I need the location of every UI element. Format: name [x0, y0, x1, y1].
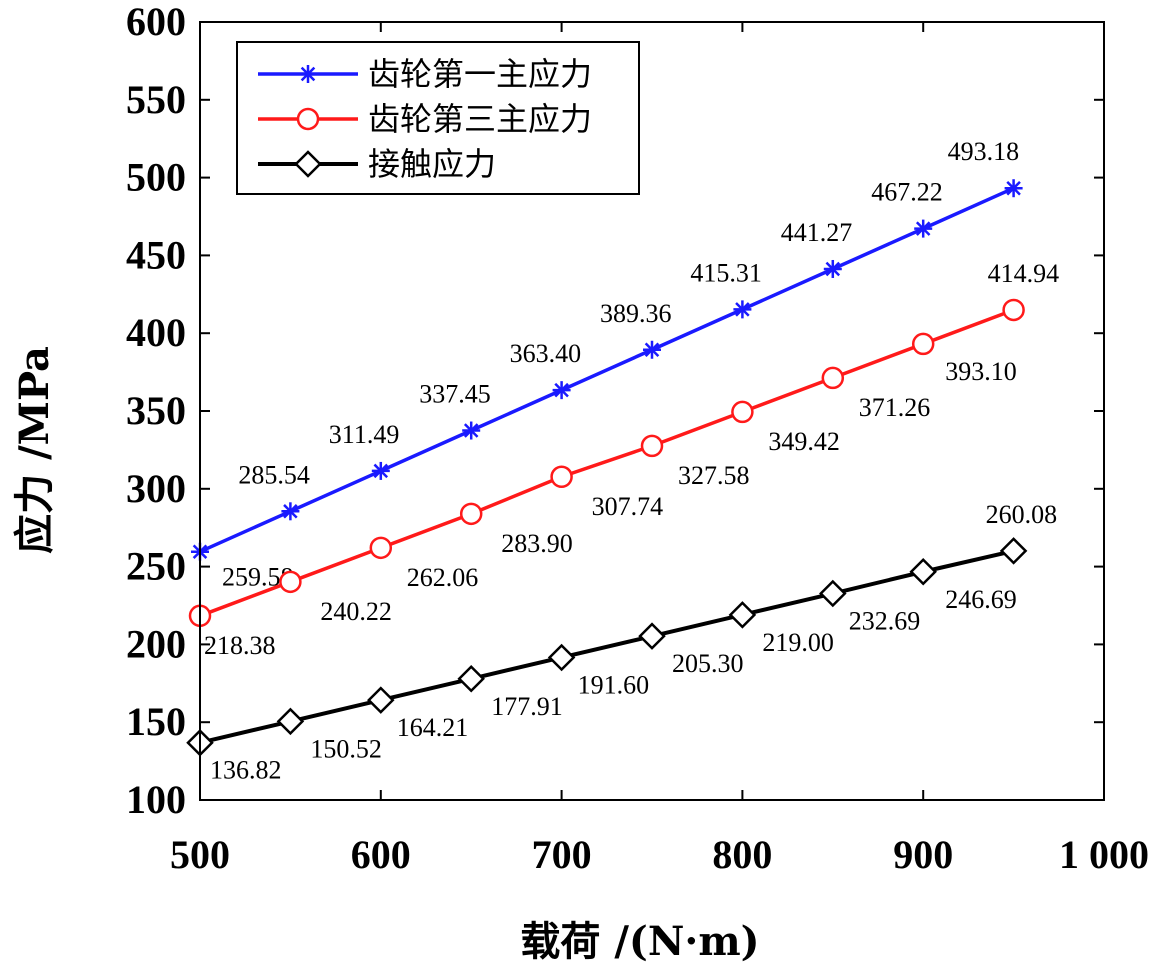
data-label: 493.18	[948, 137, 1020, 166]
y-axis-title: 应力 /MPa	[11, 346, 58, 554]
data-label: 260.08	[986, 500, 1058, 529]
y-tick-label: 500	[126, 155, 186, 200]
data-label: 337.45	[419, 380, 491, 409]
plot-layer: 259.58285.54311.49337.45363.40389.36415.…	[186, 137, 1060, 785]
x-axis-title: 载荷 /(N·m)	[520, 918, 759, 965]
y-tick-label: 550	[126, 77, 186, 122]
data-label: 441.27	[781, 218, 853, 247]
data-point	[728, 601, 757, 629]
legend-marker	[299, 65, 317, 83]
data-point	[909, 557, 937, 586]
data-label: 307.74	[592, 492, 664, 521]
data-point	[369, 536, 393, 560]
data-point	[638, 622, 666, 650]
data-point	[462, 421, 481, 440]
data-label: 311.49	[329, 420, 400, 449]
x-tick-label: 800	[712, 832, 772, 877]
data-label: 285.54	[238, 460, 310, 489]
data-point	[552, 381, 571, 400]
data-label: 415.31	[690, 258, 762, 287]
legend-label: 齿轮第一主应力	[368, 55, 592, 93]
data-point	[640, 434, 664, 458]
data-point	[819, 579, 847, 608]
legend-label: 接触应力	[368, 145, 496, 183]
x-tick-label: 500	[170, 832, 230, 877]
data-label: 240.22	[320, 597, 392, 626]
data-label: 414.94	[988, 259, 1060, 288]
data-point	[911, 332, 935, 356]
data-label: 363.40	[510, 339, 581, 368]
data-label: 232.69	[849, 607, 921, 636]
data-point	[459, 502, 483, 526]
data-label: 191.60	[578, 670, 650, 699]
data-point	[547, 643, 576, 672]
data-label: 218.38	[204, 631, 276, 660]
data-point	[457, 665, 485, 693]
data-point	[999, 537, 1028, 565]
data-point	[643, 340, 661, 359]
data-label: 262.06	[407, 563, 479, 592]
data-label: 389.36	[600, 299, 672, 328]
data-label: 283.90	[501, 529, 573, 558]
data-label: 205.30	[672, 649, 744, 678]
y-tick-label: 200	[126, 621, 186, 666]
data-point	[823, 259, 842, 278]
data-label: 349.42	[768, 427, 840, 456]
y-tick-label: 450	[126, 232, 186, 277]
x-tick-label: 900	[893, 832, 953, 877]
y-tick-label: 250	[126, 544, 186, 589]
data-point	[550, 465, 573, 489]
legend-label: 齿轮第三主应力	[368, 100, 592, 138]
data-point	[276, 707, 305, 736]
x-tick-label: 600	[351, 832, 411, 877]
data-point	[279, 570, 302, 594]
x-tick-label: 700	[532, 832, 592, 877]
y-tick-label: 400	[126, 310, 186, 355]
data-label: 219.00	[762, 628, 834, 657]
data-point	[1002, 298, 1025, 322]
legend-marker	[294, 150, 322, 178]
data-label: 164.21	[397, 713, 469, 742]
data-label: 150.52	[310, 734, 382, 763]
series-line-3	[199, 548, 1015, 745]
data-label: 467.22	[871, 178, 943, 207]
data-point	[367, 686, 395, 714]
y-tick-label: 100	[126, 777, 186, 822]
series-line-1	[199, 186, 1015, 554]
data-label: 177.91	[491, 692, 563, 721]
legend-marker	[296, 107, 320, 131]
data-label: 371.26	[859, 393, 931, 422]
data-label: 136.82	[210, 756, 282, 785]
data-point	[1004, 179, 1023, 198]
axes-layer: 100 150 200 250 300 350 400 450 500 550 600 500 600 7…	[126, 0, 1149, 877]
y-tick-label: 150	[126, 699, 186, 744]
data-point	[371, 461, 390, 480]
data-point	[731, 400, 754, 424]
data-label: 393.10	[945, 357, 1017, 386]
y-tick-label: 300	[126, 466, 186, 511]
data-point	[733, 300, 752, 319]
x-tick-label: 1 000	[1059, 832, 1149, 877]
y-tick-label: 600	[126, 0, 186, 44]
data-point	[914, 219, 933, 238]
data-label: 246.69	[945, 585, 1017, 614]
data-point	[821, 366, 845, 390]
data-label: 327.58	[678, 461, 750, 490]
y-tick-label: 350	[126, 388, 186, 433]
series-line-2	[199, 308, 1015, 618]
data-point	[281, 502, 300, 521]
